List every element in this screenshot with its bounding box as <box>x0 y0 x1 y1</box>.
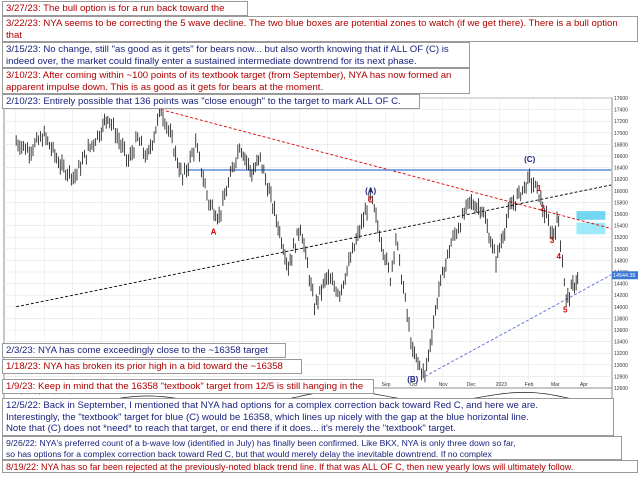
y-tick-label: 13600 <box>614 328 628 334</box>
last-price-label: 14544.35 <box>613 273 635 279</box>
y-tick-label: 16000 <box>614 189 628 195</box>
y-tick-label: 13400 <box>614 340 628 346</box>
red-trendline <box>161 109 612 229</box>
note-1-9-23: 1/9/23: Keep in mind that the 16358 "tex… <box>2 379 374 394</box>
y-tick-label: 14800 <box>614 258 628 264</box>
wave-label: 3 <box>550 236 555 245</box>
y-tick-label: 16800 <box>614 142 628 148</box>
wave-label: (B) <box>407 375 418 384</box>
x-tick-label: Mar <box>551 382 560 388</box>
wave-label: (C) <box>524 155 535 164</box>
y-tick-label: 15200 <box>614 235 628 241</box>
note-2-10-23: 2/10/23: Entirely possible that 136 poin… <box>2 94 420 109</box>
wave-label: (A) <box>365 187 376 196</box>
y-tick-label: 16400 <box>614 166 628 172</box>
x-tick-label: Sep <box>382 382 391 388</box>
y-tick-label: 15400 <box>614 224 628 230</box>
wave-label: 4 <box>556 252 561 261</box>
note-3-27-23: 3/27/23: The bull option is for a run ba… <box>2 1 248 16</box>
wave-label: 2 <box>541 204 546 213</box>
wave-label: 1 <box>537 184 542 193</box>
note-12-5-22: 12/5/22: Back in September, I mentioned … <box>2 398 614 436</box>
blue-channel-line <box>424 274 612 377</box>
y-tick-label: 17600 <box>614 96 628 102</box>
y-tick-label: 17000 <box>614 131 628 137</box>
x-tick-label: Oct <box>410 382 418 388</box>
target-box <box>576 222 606 235</box>
note-1-18-23: 1/18/23: NYA has broken its prior high i… <box>2 359 302 374</box>
y-tick-label: 16200 <box>614 177 628 183</box>
price-panel <box>3 97 613 389</box>
target-box <box>576 211 606 220</box>
y-tick-label: 12800 <box>614 374 628 380</box>
x-tick-label: Apr <box>580 382 588 388</box>
y-tick-label: 17400 <box>614 108 628 114</box>
y-tick-label: 15000 <box>614 247 628 253</box>
last-price-box <box>612 271 638 280</box>
x-tick-label: Dec <box>467 382 476 388</box>
y-tick-label: 14000 <box>614 305 628 311</box>
wave-label: 5 <box>563 306 568 315</box>
x-tick-label: 2023 <box>496 382 507 388</box>
y-tick-label: 13800 <box>614 316 628 322</box>
note-9-26-22: 9/26/22: NYA's preferred count of a b-wa… <box>2 436 622 460</box>
y-tick-label: 15600 <box>614 212 628 218</box>
y-tick-label: 14200 <box>614 293 628 299</box>
note-2-3-23: 2/3/23: NYA has come exceedingly close t… <box>2 343 286 358</box>
y-tick-label: 15800 <box>614 200 628 206</box>
y-tick-label: 13200 <box>614 351 628 357</box>
x-tick-label: Nov <box>439 382 448 388</box>
note-3-15-23: 3/15/23: No change, still "as good as it… <box>2 42 470 68</box>
y-tick-label: 12600 <box>614 386 628 392</box>
y-tick-label: 13000 <box>614 363 628 369</box>
wave-label: A <box>211 227 217 236</box>
y-tick-label: 14400 <box>614 282 628 288</box>
wave-label: C <box>368 195 374 204</box>
y-tick-label: 16600 <box>614 154 628 160</box>
note-3-10-23: 3/10/23: After coming within ~100 points… <box>2 68 470 94</box>
note-8-19-22: 8/19/22: NYA has so far been rejected at… <box>2 460 638 473</box>
y-tick-label: 17200 <box>614 119 628 125</box>
x-tick-label: Feb <box>525 382 534 388</box>
note-3-22-23: 3/22/23: NYA seems to be correcting the … <box>2 16 638 42</box>
